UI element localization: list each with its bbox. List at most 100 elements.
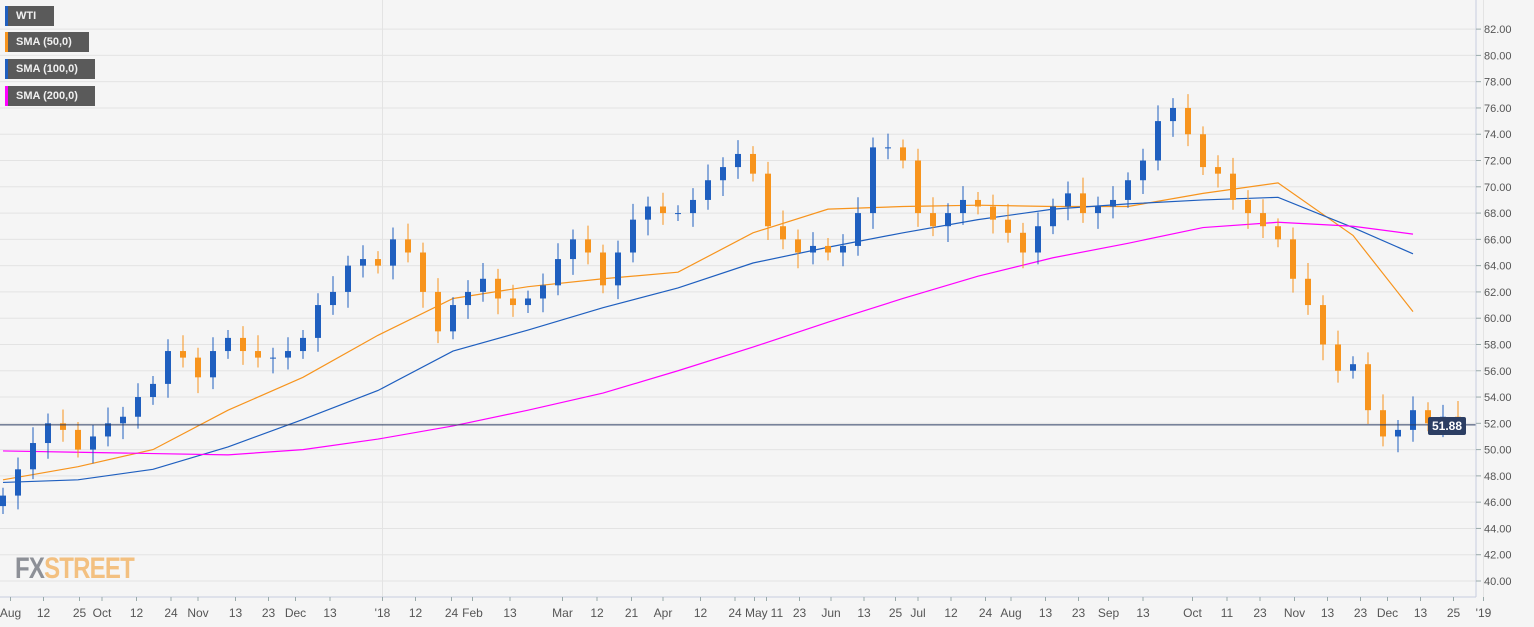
candle-body [240,337,246,352]
x-tick-label: 13 [229,606,243,620]
x-tick-label: 24 [445,606,459,620]
candle-body [75,429,81,450]
candle-body [465,291,471,306]
legend-label: SMA (200,0) [16,90,78,102]
candle-body [795,239,801,253]
candle-body [1095,206,1101,214]
x-tick-label: Mar [552,606,573,620]
candle-body [1065,193,1071,207]
candle-body [1305,278,1311,306]
legend-color-swatch [5,32,8,52]
x-tick-label: Jul [910,606,925,620]
candle-body [375,259,381,266]
x-tick-label: 25 [73,606,87,620]
x-tick-label: 24 [728,606,742,620]
candle-body [540,285,546,299]
legend-item-sma50[interactable]: SMA (50,0) [5,32,89,52]
candle-body [885,147,891,149]
x-tick-label: Apr [654,606,673,620]
last-price-tag: 51.88 [1428,417,1467,435]
sma-line [2,221,1414,456]
candle-body [1320,305,1326,345]
candle-body [15,469,21,496]
candle-body [780,226,786,240]
y-tick-label: 76.00 [1484,103,1512,115]
candle-body [30,443,36,470]
x-tick-label: 11 [1221,606,1234,620]
y-tick-label: 80.00 [1484,50,1512,62]
x-tick-label: '19 [1476,606,1492,620]
candle-body [855,213,861,246]
candle-body [1140,160,1146,181]
fxstreet-logo: FXSTREET [15,552,135,586]
candle-body [615,252,621,286]
candle-body [825,245,831,253]
candle-body [1005,219,1011,233]
candle-body [450,305,456,332]
candle-body [675,213,681,215]
legend-item-wti[interactable]: WTI [5,6,54,26]
plot-area [0,0,1476,597]
x-tick-label: 12 [694,606,708,620]
x-tick-label: Nov [1284,606,1305,620]
x-tick-label: 12 [130,606,144,620]
candle-body [1185,107,1191,135]
x-tick-label: 23 [262,606,276,620]
legend-item-sma200[interactable]: SMA (200,0) [5,86,95,106]
candle-body [690,199,696,214]
candle-body [765,173,771,227]
x-tick-label: '18 [375,606,391,620]
candle-body [645,206,651,220]
x-tick-label: 21 [625,606,639,620]
candle-body [660,206,666,214]
y-tick-label: 62.00 [1484,287,1512,299]
y-tick-label: 52.00 [1484,418,1512,430]
candle-body [510,298,516,306]
x-tick-label: 13 [1039,606,1053,620]
candle-body [165,351,171,384]
legend-label: SMA (50,0) [16,36,72,48]
legend-color-swatch [5,86,8,106]
candle-body [720,167,726,181]
y-tick-label: 58.00 [1484,339,1512,351]
x-tick-label: 12 [944,606,958,620]
y-tick-label: 48.00 [1484,471,1512,483]
candle-body [630,219,636,253]
legend-label: WTI [16,10,37,22]
candle-body [555,259,561,286]
candle-body [840,245,846,253]
candle-body [1230,173,1236,200]
candle-body [345,265,351,292]
y-tick-label: 66.00 [1484,234,1512,246]
y-tick-label: 54.00 [1484,392,1512,404]
y-tick-label: 64.00 [1484,261,1512,273]
x-tick-label: 24 [979,606,993,620]
candle-body [480,278,486,292]
candle-body [1290,239,1296,279]
x-tick-label: Feb [462,606,483,620]
y-tick-label: 50.00 [1484,445,1512,457]
candle-body [600,252,606,286]
candle-body [705,180,711,200]
candle-body [1260,213,1266,227]
x-tick-label: 13 [1414,606,1428,620]
legend-item-sma100[interactable]: SMA (100,0) [5,59,95,79]
x-tick-label: May [745,606,768,620]
candle-body [1155,121,1161,161]
candle-body [810,245,816,253]
x-tick-label: 13 [1321,606,1335,620]
y-tick-label: 78.00 [1484,77,1512,89]
x-tick-label: 11 [771,606,784,620]
x-tick-label: Jun [821,606,840,620]
x-tick-label: Oct [93,606,112,620]
candle-body [1080,193,1086,214]
x-tick-label: Dec [285,606,306,620]
x-tick-label: 13 [323,606,337,620]
x-tick-label: Oct [1183,606,1202,620]
x-tick-label: 23 [1072,606,1086,620]
y-axis: 40.00 42.00 44.00 46.00 48.00 50.00 52.00 54.00… [1476,24,1512,588]
x-tick-label: 13 [503,606,517,620]
candle-body [285,351,291,358]
candle-body [930,213,936,227]
